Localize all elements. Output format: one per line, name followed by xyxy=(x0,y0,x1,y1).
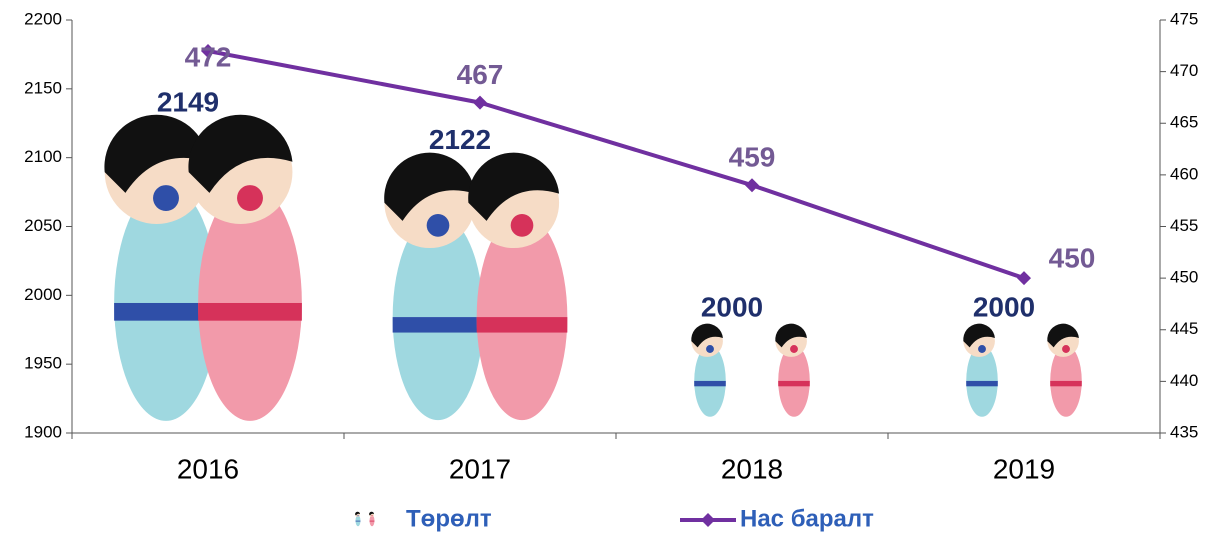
legend-label: Төрөлт xyxy=(406,505,492,532)
baby-pacifier xyxy=(978,345,986,353)
bar xyxy=(691,323,810,417)
baby-sash xyxy=(114,302,218,321)
bar-label: 2149 xyxy=(157,87,219,118)
y-tick-label: 1950 xyxy=(24,354,62,373)
baby-sash xyxy=(966,380,998,387)
baby-pacifier xyxy=(371,515,373,517)
baby-pacifier xyxy=(510,214,534,237)
x-tick-label: 2017 xyxy=(449,453,511,484)
x-tick-label: 2016 xyxy=(177,453,239,484)
baby-pacifier xyxy=(790,345,798,353)
x-tick-label: 2018 xyxy=(721,453,783,484)
y2-tick-label: 475 xyxy=(1170,9,1198,28)
y-tick-label: 1900 xyxy=(24,422,62,441)
baby-hair xyxy=(775,323,807,348)
baby-sash xyxy=(778,380,810,387)
baby-pacifier xyxy=(426,214,450,237)
y-tick-label: 2150 xyxy=(24,78,62,97)
line-label: 450 xyxy=(1049,243,1096,274)
line-label: 472 xyxy=(185,41,232,72)
y-tick-label: 2100 xyxy=(24,147,62,166)
line-label: 459 xyxy=(729,142,776,173)
y-tick-label: 2000 xyxy=(24,285,62,304)
baby-hair xyxy=(104,114,209,193)
baby-hair xyxy=(355,511,361,516)
baby-hair xyxy=(963,323,995,348)
line-marker xyxy=(745,178,759,193)
y2-tick-label: 460 xyxy=(1170,164,1198,183)
baby-hair xyxy=(384,152,476,221)
y2-tick-label: 450 xyxy=(1170,268,1198,287)
legend-swatch xyxy=(355,511,375,527)
baby-pacifier xyxy=(706,345,714,353)
y2-tick-label: 435 xyxy=(1170,422,1198,441)
baby-hair xyxy=(188,114,293,193)
baby-hair xyxy=(369,511,375,516)
y2-tick-label: 465 xyxy=(1170,113,1198,132)
baby-pacifier xyxy=(237,185,263,212)
x-tick-label: 2019 xyxy=(993,453,1055,484)
line-label: 467 xyxy=(457,59,504,90)
baby-sash xyxy=(369,520,375,522)
baby-hair xyxy=(468,152,560,221)
bar xyxy=(384,152,568,421)
bar-label: 2122 xyxy=(429,124,491,155)
baby-pacifier xyxy=(153,185,179,212)
y-tick-label: 2200 xyxy=(24,9,62,28)
baby-sash xyxy=(392,317,484,333)
baby-sash xyxy=(1050,380,1082,387)
bar-label: 2000 xyxy=(973,292,1035,323)
baby-sash xyxy=(694,380,726,387)
legend-label: Нас баралт xyxy=(740,505,874,532)
line-marker xyxy=(1017,271,1031,286)
line xyxy=(207,49,1025,281)
baby-sash xyxy=(355,520,361,522)
y2-tick-label: 470 xyxy=(1170,61,1198,80)
line-marker xyxy=(473,95,487,110)
bar xyxy=(963,323,1082,417)
baby-hair xyxy=(691,323,723,348)
baby-hair xyxy=(1047,323,1079,348)
bar-label: 2000 xyxy=(701,292,763,323)
y-tick-label: 2050 xyxy=(24,216,62,235)
line-marker xyxy=(201,43,215,58)
baby-sash xyxy=(198,302,302,321)
y2-tick-label: 455 xyxy=(1170,216,1198,235)
baby-pacifier xyxy=(357,515,359,517)
y2-tick-label: 445 xyxy=(1170,319,1198,338)
bar xyxy=(104,114,302,421)
legend-swatch xyxy=(701,513,715,527)
baby-sash xyxy=(476,317,568,333)
baby-pacifier xyxy=(1062,345,1070,353)
y2-tick-label: 440 xyxy=(1170,371,1198,390)
